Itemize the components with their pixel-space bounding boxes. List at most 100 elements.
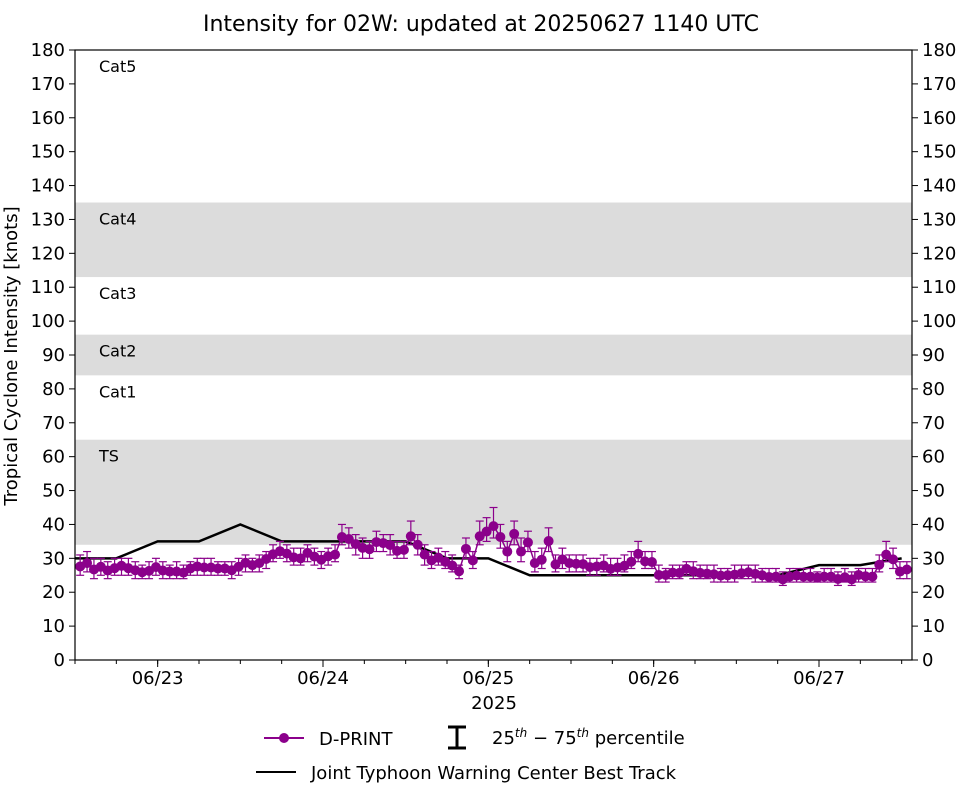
dprint-marker — [343, 534, 354, 545]
dprint-point — [460, 537, 471, 559]
dprint-marker — [164, 566, 175, 577]
legend-best-track-label: Joint Typhoon Warning Center Best Track — [310, 763, 677, 784]
band-cat2 — [75, 334, 912, 376]
dprint-point — [688, 561, 699, 580]
dprint-marker — [550, 559, 561, 570]
y-tick-label-right: 110 — [922, 277, 956, 298]
category-bands — [75, 202, 912, 545]
dprint-series — [75, 506, 912, 587]
y-tick-label-left: 10 — [42, 616, 65, 637]
y-tick-label-left: 90 — [42, 345, 65, 366]
y-tick-label-left: 120 — [31, 243, 65, 264]
dprint-marker — [295, 553, 306, 564]
dprint-point — [467, 550, 478, 570]
dprint-point — [295, 547, 306, 566]
dprint-point — [364, 540, 375, 559]
legend-dprint-label: D-PRINT — [319, 729, 393, 750]
dprint-point — [398, 540, 409, 559]
dprint-marker — [454, 566, 465, 577]
dprint-point — [330, 544, 341, 563]
y-tick-label-right: 130 — [922, 209, 956, 230]
dprint-point — [543, 527, 554, 553]
chart-title: Intensity for 02W: updated at 20250627 1… — [203, 12, 759, 37]
dprint-point — [509, 520, 520, 546]
dprint-point — [798, 567, 809, 583]
dprint-marker — [460, 543, 471, 554]
dprint-point — [481, 517, 492, 542]
y-tick-label-right: 150 — [922, 142, 956, 163]
dprint-point — [82, 550, 93, 573]
dprint-marker — [543, 536, 554, 547]
x-tick-label: 06/27 — [793, 668, 845, 689]
dprint-marker — [82, 558, 93, 569]
dprint-marker — [199, 562, 210, 573]
dprint-point — [578, 554, 589, 573]
dprint-point — [819, 567, 830, 583]
y-tick-label-right: 20 — [922, 582, 945, 603]
dprint-point — [633, 540, 644, 563]
y-tick-label-right: 10 — [922, 616, 945, 637]
dprint-marker — [819, 571, 830, 582]
dprint-point — [736, 564, 747, 580]
x-tick-label: 06/25 — [462, 668, 514, 689]
dprint-point — [212, 561, 223, 576]
y-tick-label-left: 100 — [31, 311, 65, 332]
dprint-marker — [516, 546, 527, 557]
dprint-point — [495, 523, 506, 549]
legend-dprint-marker — [279, 733, 289, 743]
dprint-point — [454, 564, 465, 580]
dprint-marker — [481, 526, 492, 537]
band-cat4 — [75, 202, 912, 278]
x-tick-label: 06/23 — [132, 668, 184, 689]
y-tick-label-left: 110 — [31, 277, 65, 298]
band-label-cat1: Cat1 — [99, 382, 136, 401]
dprint-marker — [488, 521, 499, 532]
y-tick-label-left: 160 — [31, 108, 65, 129]
y-tick-label-left: 50 — [42, 481, 65, 502]
y-tick-label-right: 180 — [922, 40, 956, 61]
legend-percentile-label: 25th − 75th percentile — [492, 726, 685, 749]
dprint-marker — [646, 557, 657, 568]
dprint-marker — [212, 563, 223, 574]
y-tick-label-right: 60 — [922, 447, 945, 468]
y-tick-label-left: 150 — [31, 142, 65, 163]
dprint-point — [874, 554, 885, 573]
dprint-marker — [398, 544, 409, 555]
dprint-point — [550, 554, 561, 573]
legend: D-PRINT 25th − 75th percentile Joint Typho… — [256, 725, 685, 784]
y-tick-label-left: 140 — [31, 176, 65, 197]
dprint-point — [757, 567, 768, 583]
y-tick-label-right: 50 — [922, 481, 945, 502]
dprint-point — [516, 537, 527, 563]
dprint-marker — [447, 560, 458, 571]
dprint-marker — [536, 554, 547, 565]
y-tick-label-right: 80 — [922, 379, 945, 400]
y-tick-label-left: 40 — [42, 514, 65, 535]
y-tick-label-left: 80 — [42, 379, 65, 400]
dprint-point — [419, 544, 430, 566]
band-label-cat4: Cat4 — [99, 210, 136, 229]
y-tick-label-right: 30 — [922, 548, 945, 569]
dprint-marker — [467, 555, 478, 566]
dprint-marker — [867, 571, 878, 582]
dprint-marker — [509, 528, 520, 539]
dprint-marker — [419, 549, 430, 560]
dprint-point — [522, 530, 533, 553]
dprint-marker — [522, 537, 533, 548]
y-axis-label: Tropical Cyclone Intensity [knots] — [1, 206, 22, 506]
dprint-marker — [874, 559, 885, 570]
dprint-marker — [653, 569, 664, 580]
dprint-point — [199, 557, 210, 576]
dprint-marker — [901, 564, 912, 575]
dprint-point — [646, 550, 657, 570]
dprint-point — [412, 534, 423, 556]
band-label-ts: TS — [98, 447, 119, 466]
x-tick-label: 06/26 — [628, 668, 680, 689]
dprint-marker — [330, 549, 341, 560]
y-tick-label-left: 180 — [31, 40, 65, 61]
dprint-marker — [385, 540, 396, 551]
dprint-marker — [888, 554, 899, 565]
y-tick-label-right: 140 — [922, 176, 956, 197]
band-label-cat5: Cat5 — [99, 57, 136, 76]
